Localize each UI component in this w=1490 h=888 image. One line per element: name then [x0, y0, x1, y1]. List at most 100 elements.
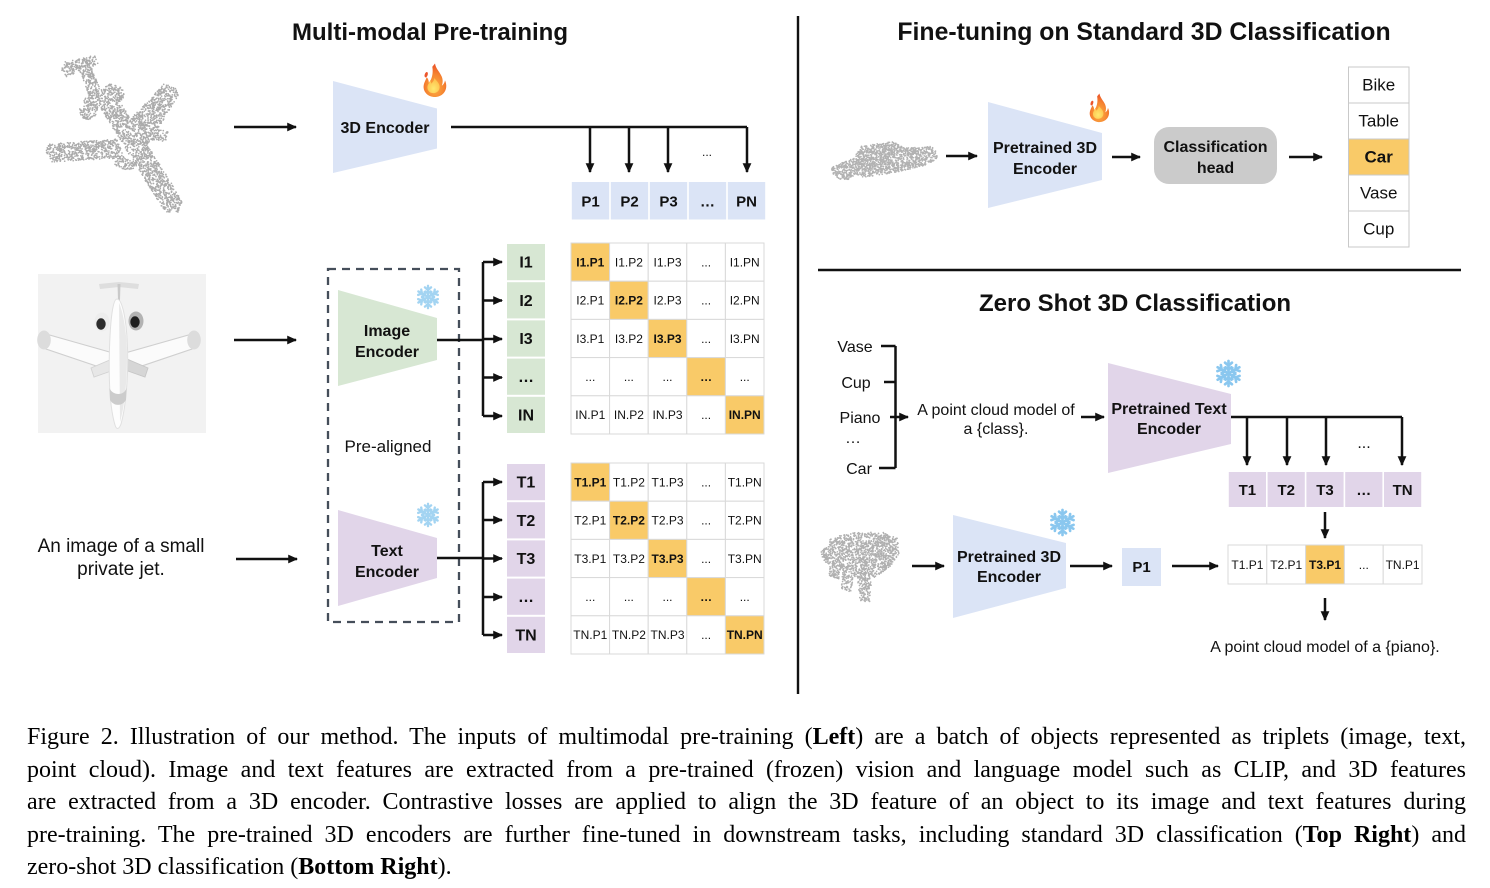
svg-text:…: … [700, 193, 715, 210]
svg-text:Bike: Bike [1362, 76, 1395, 95]
svg-text:head: head [1197, 160, 1234, 177]
svg-text:I2.P1: I2.P1 [576, 294, 604, 308]
svg-text:...: ... [701, 408, 711, 422]
svg-text:Pretrained 3D: Pretrained 3D [957, 549, 1061, 566]
svg-text:I3.P2: I3.P2 [615, 332, 643, 346]
svg-text:Pretrained 3D: Pretrained 3D [993, 140, 1097, 157]
svg-text:...: ... [1359, 558, 1369, 572]
svg-text:TN.P2: TN.P2 [612, 628, 646, 642]
svg-text:T2.P1: T2.P1 [574, 514, 606, 528]
svg-text:Multi-modal Pre-training: Multi-modal Pre-training [292, 19, 568, 46]
svg-text:PN: PN [736, 193, 757, 210]
svg-text:...: ... [701, 552, 711, 566]
svg-text:I2.P2: I2.P2 [615, 294, 643, 308]
svg-text:...: ... [662, 370, 672, 384]
svg-text:TN.P3: TN.P3 [650, 628, 684, 642]
svg-text:T3: T3 [1316, 482, 1334, 499]
svg-text:I3.P3: I3.P3 [653, 332, 681, 346]
svg-text:T1: T1 [517, 475, 536, 492]
svg-text:T2.P2: T2.P2 [613, 514, 645, 528]
svg-text:TN.P1: TN.P1 [1386, 558, 1420, 572]
svg-text:...: ... [585, 590, 595, 604]
svg-text:An image of a small: An image of a small [38, 536, 205, 557]
svg-text:...: ... [701, 475, 711, 489]
svg-text:T3.P2: T3.P2 [613, 552, 645, 566]
svg-text:T2.P3: T2.P3 [651, 514, 683, 528]
svg-text:TN.P1: TN.P1 [573, 628, 607, 642]
svg-text:T1: T1 [1239, 482, 1257, 499]
svg-text:...: ... [624, 590, 634, 604]
svg-text:I1.P3: I1.P3 [653, 255, 681, 269]
svg-text:…: … [1356, 482, 1371, 499]
svg-text:…: … [518, 369, 534, 386]
svg-text:Vase: Vase [1360, 184, 1398, 203]
svg-text:Pretrained Text: Pretrained Text [1111, 401, 1227, 418]
svg-text:T2: T2 [1277, 482, 1295, 499]
svg-text:Image: Image [364, 323, 410, 340]
svg-text:T3: T3 [517, 551, 536, 568]
svg-text:IN.P2: IN.P2 [614, 408, 644, 422]
svg-text:TN: TN [515, 627, 536, 644]
svg-text:A point cloud model of: A point cloud model of [917, 402, 1075, 419]
svg-text:Zero Shot 3D Classification: Zero Shot 3D Classification [979, 290, 1291, 317]
svg-text:TN.PN: TN.PN [727, 628, 763, 642]
svg-text:IN: IN [518, 407, 534, 424]
svg-text:...: ... [701, 294, 711, 308]
svg-text:T3.P1: T3.P1 [574, 552, 606, 566]
svg-text:P1: P1 [581, 193, 599, 210]
svg-text:...: ... [585, 370, 595, 384]
svg-text:...: ... [701, 332, 711, 346]
svg-text:T2.P1: T2.P1 [1270, 558, 1302, 572]
svg-text:private jet.: private jet. [77, 559, 165, 580]
svg-text:A point cloud model of a {pian: A point cloud model of a {piano}. [1210, 639, 1440, 656]
svg-text:I1.P2: I1.P2 [615, 255, 643, 269]
svg-text:P2: P2 [620, 193, 638, 210]
svg-text:…: … [700, 370, 712, 384]
svg-text:Fine-tuning on Standard 3D Cla: Fine-tuning on Standard 3D Classificatio… [897, 19, 1390, 46]
svg-text:I1: I1 [519, 255, 532, 272]
svg-text:...: ... [701, 514, 711, 528]
svg-text:...: ... [701, 628, 711, 642]
svg-text:T1.P1: T1.P1 [574, 475, 606, 489]
svg-text:T3.PN: T3.PN [728, 552, 762, 566]
svg-text:…: … [518, 589, 534, 606]
svg-text:a {class}.: a {class}. [964, 421, 1029, 438]
svg-text:...: ... [1357, 435, 1370, 452]
svg-text:...: ... [701, 255, 711, 269]
svg-text:3D Encoder: 3D Encoder [341, 120, 430, 137]
svg-text:Table: Table [1358, 112, 1399, 131]
svg-text:...: ... [702, 145, 712, 159]
svg-text:I2.PN: I2.PN [730, 294, 760, 308]
svg-text:Encoder: Encoder [1013, 161, 1077, 178]
svg-text:T1.P2: T1.P2 [613, 475, 645, 489]
svg-text:T3.P3: T3.P3 [651, 552, 683, 566]
svg-text:Piano: Piano [840, 410, 881, 427]
svg-text:I3.P1: I3.P1 [576, 332, 604, 346]
svg-text:Car: Car [1365, 148, 1394, 167]
svg-text:I2.P3: I2.P3 [653, 294, 681, 308]
svg-text:I1.PN: I1.PN [730, 255, 760, 269]
svg-text:Text: Text [371, 543, 403, 560]
svg-text:IN.P3: IN.P3 [652, 408, 682, 422]
svg-text:Encoder: Encoder [355, 344, 419, 361]
svg-text:I2: I2 [519, 293, 532, 310]
svg-text:IN.P1: IN.P1 [575, 408, 605, 422]
svg-text:T1.P1: T1.P1 [1231, 558, 1263, 572]
svg-text:P3: P3 [659, 193, 677, 210]
svg-text:T2.PN: T2.PN [728, 514, 762, 528]
svg-text:T1.P3: T1.P3 [651, 475, 683, 489]
svg-text:P1: P1 [1132, 559, 1150, 576]
svg-text:…: … [845, 430, 861, 447]
svg-text:Cup: Cup [841, 375, 870, 392]
svg-text:I3.PN: I3.PN [730, 332, 760, 346]
svg-text:T2: T2 [517, 513, 536, 530]
svg-text:…: … [700, 590, 712, 604]
svg-text:...: ... [740, 370, 750, 384]
svg-text:TN: TN [1393, 482, 1413, 499]
svg-text:...: ... [662, 590, 672, 604]
svg-text:Encoder: Encoder [977, 569, 1041, 586]
svg-text:IN.PN: IN.PN [729, 408, 761, 422]
svg-text:Encoder: Encoder [355, 564, 419, 581]
svg-text:I3: I3 [519, 331, 532, 348]
svg-text:I1.P1: I1.P1 [576, 255, 604, 269]
